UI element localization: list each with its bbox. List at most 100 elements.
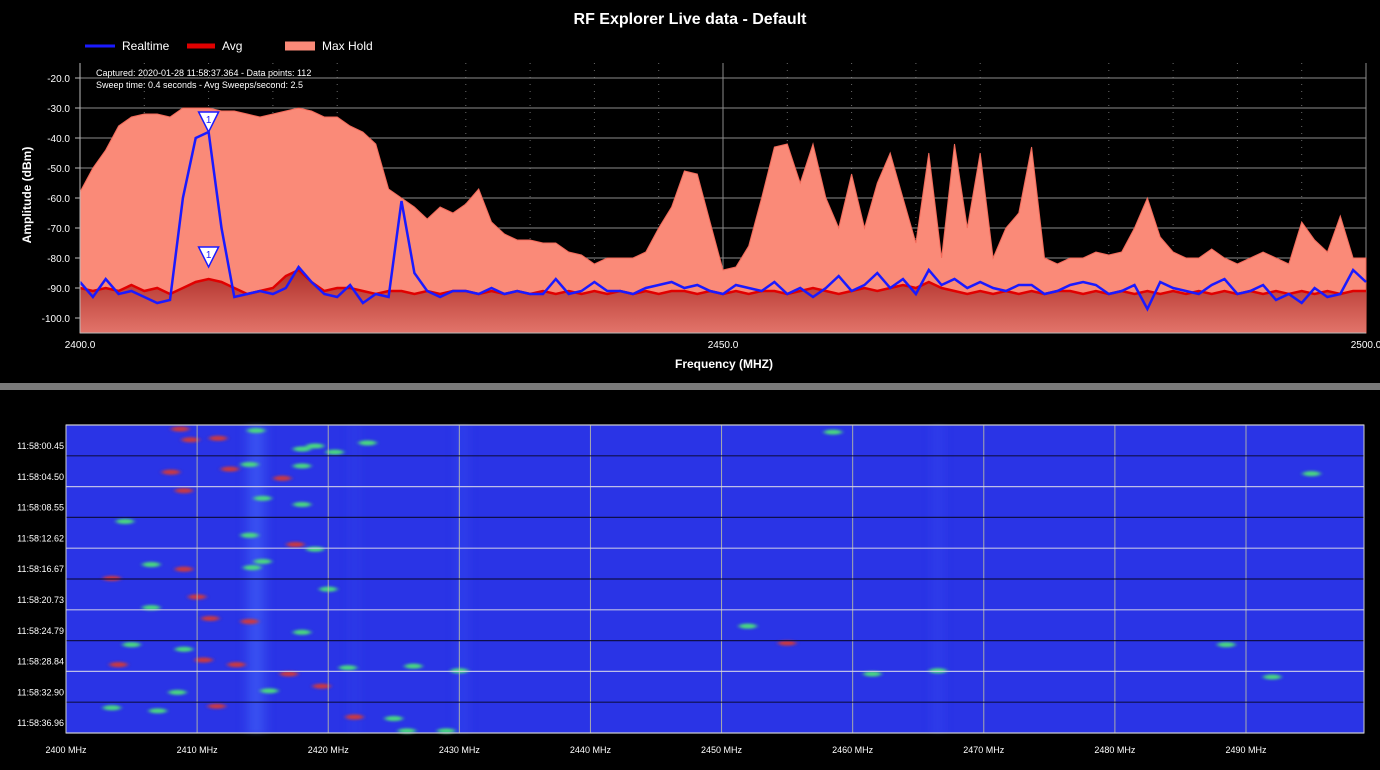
legend-swatch (187, 43, 215, 49)
hotspot (293, 629, 311, 635)
y-tick-label: -30.0 (47, 104, 70, 115)
hotspot (175, 566, 193, 572)
waterfall-time-label: 11:58:12.62 (17, 533, 64, 543)
waterfall-freq-label: 2400 MHz (45, 745, 87, 755)
hotspot (247, 427, 266, 434)
hotspot (312, 683, 331, 689)
x-tick-label: 2500.0 (1351, 340, 1380, 351)
hotspot (738, 623, 757, 629)
waterfall-freq-label: 2420 MHz (308, 745, 350, 755)
legend-item-realtime[interactable]: Realtime (85, 39, 170, 53)
hotspot (253, 558, 272, 565)
hotspot (778, 640, 797, 646)
series-realtime (79, 130, 1367, 312)
spectrum-chart[interactable]: RF Explorer Live data - Default Realtime… (0, 0, 1380, 383)
x-tick-label: 2400.0 (65, 340, 96, 351)
x-tick-label: 2450.0 (708, 340, 739, 351)
hotspot (345, 714, 364, 720)
hotspot (293, 463, 311, 469)
hotspot (243, 565, 262, 571)
hotspot (201, 615, 220, 622)
hotspot (122, 642, 141, 648)
y-tick-label: -90.0 (47, 284, 70, 295)
y-tick-label: -40.0 (47, 134, 70, 145)
hotspot (142, 561, 161, 568)
legend-label: Avg (222, 39, 242, 53)
legend-swatch (285, 41, 315, 51)
hotspot (863, 671, 882, 677)
y-tick-label: -60.0 (47, 194, 70, 205)
hotspot (1302, 471, 1321, 477)
marker-1[interactable]: 1 (197, 111, 220, 134)
hotspot (209, 435, 228, 441)
waterfall-time-label: 11:58:04.50 (17, 472, 64, 482)
waterfall-time-label: 11:58:28.84 (17, 657, 64, 667)
waterfall-freq-label: 2480 MHz (1094, 745, 1136, 755)
hotspot (194, 657, 213, 663)
hotspot (142, 605, 161, 611)
legend-item-avg[interactable]: Avg (187, 39, 242, 53)
waterfall-freq-label: 2430 MHz (439, 745, 481, 755)
waterfall-time-label: 11:58:08.55 (17, 503, 64, 513)
waterfall-border (65, 424, 1365, 734)
hotspot (824, 429, 842, 435)
hotspot (358, 440, 377, 446)
y-tick-label: -100.0 (42, 314, 71, 325)
waterfall-time-label: 11:58:16.67 (17, 564, 64, 574)
waterfall-freq-label: 2470 MHz (963, 745, 1005, 755)
hotspot (240, 618, 259, 625)
hotspot (181, 437, 200, 443)
hotspot (1217, 642, 1236, 648)
waterfall-freq-label: 2440 MHz (570, 745, 612, 755)
y-axis-title: Amplitude (dBm) (20, 147, 34, 244)
waterfall-hotspots (102, 426, 1321, 734)
waterfall-time-label: 11:58:20.73 (17, 595, 64, 605)
legend-label: Realtime (122, 39, 170, 53)
hotspot (253, 495, 272, 501)
hotspot (161, 469, 180, 475)
waterfall-freq-label: 2450 MHz (701, 745, 743, 755)
waterfall-panel: 11:58:00.45 11:58:04.50 11:58:08.55 11:58:1… (0, 390, 1380, 770)
hotspot (404, 663, 423, 669)
marker-triangle (197, 246, 220, 269)
waterfall-time-label: 11:58:32.90 (17, 687, 64, 697)
marker-label: 1 (206, 250, 212, 261)
hotspot (306, 443, 325, 449)
y-tick-label: -50.0 (47, 164, 70, 175)
marker-2[interactable]: 1 (197, 246, 220, 269)
waterfall-freq-label: 2490 MHz (1225, 745, 1267, 755)
legend: Realtime Avg Max Hold (85, 39, 373, 53)
hotspot (437, 728, 456, 734)
hotspot (260, 688, 279, 694)
series-avg-fill (80, 270, 1366, 333)
hotspot (1263, 674, 1282, 680)
marker-triangle (197, 111, 220, 134)
hotspot (293, 446, 311, 452)
hotspot (171, 426, 190, 432)
spectrum-panel: RF Explorer Live data - Default Realtime… (0, 0, 1380, 383)
hotspot (220, 466, 239, 472)
x-axis-title: Frequency (MHZ) (675, 357, 773, 371)
captured-info: Captured: 2020-01-28 11:58:37.364 - Data… (96, 68, 311, 78)
waterfall-freq-label: 2410 MHz (177, 745, 219, 755)
hotspot (102, 705, 121, 711)
y-tick-label: -20.0 (47, 74, 70, 85)
waterfall-chart[interactable]: 11:58:00.45 11:58:04.50 11:58:08.55 11:58:1… (0, 390, 1380, 770)
legend-label: Max Hold (322, 39, 373, 53)
hotspot (116, 518, 134, 524)
sweep-info: Sweep time: 0.4 seconds - Avg Sweeps/sec… (96, 80, 303, 90)
hotspot (240, 532, 259, 538)
hotspot (273, 475, 292, 481)
y-tick-label: -80.0 (47, 254, 70, 265)
waterfall-time-label: 11:58:36.96 (17, 718, 64, 728)
legend-item-max-hold[interactable]: Max Hold (285, 39, 373, 53)
panel-divider[interactable] (0, 383, 1380, 390)
hotspot (397, 728, 416, 734)
legend-swatch (85, 44, 115, 48)
hotspot (102, 575, 121, 581)
waterfall-time-label: 11:58:00.45 (17, 441, 64, 451)
hotspot (325, 449, 344, 455)
hotspot (148, 708, 167, 714)
hotspot (240, 461, 259, 468)
hotspot (168, 689, 187, 695)
